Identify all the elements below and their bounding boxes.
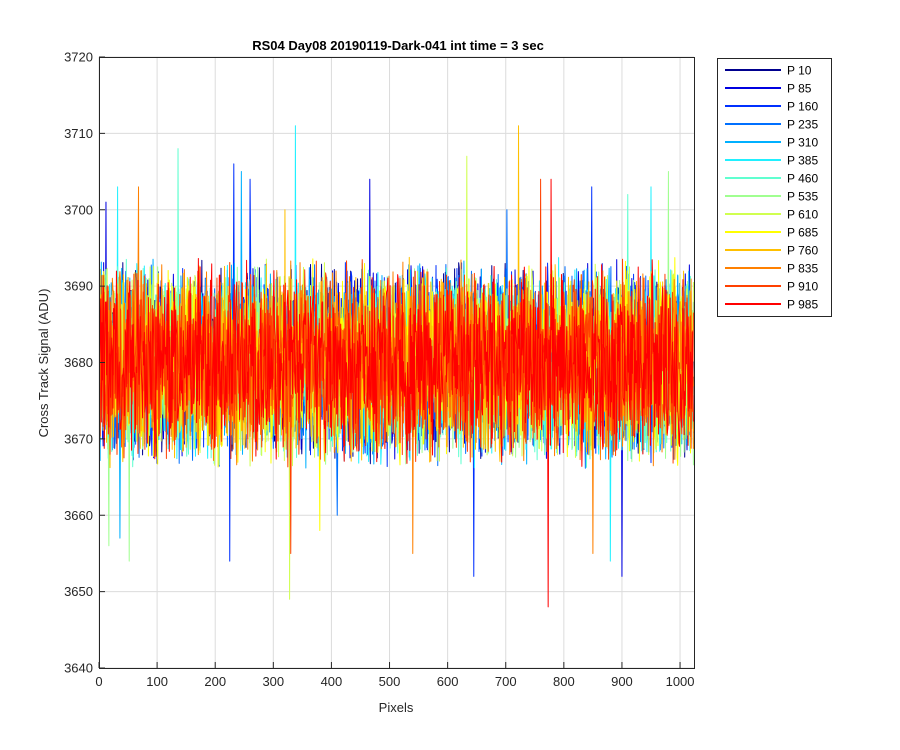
x-tick-label: 700 xyxy=(495,674,517,689)
x-tick-label: 400 xyxy=(321,674,343,689)
x-tick-label: 0 xyxy=(95,674,102,689)
legend-label: P 460 xyxy=(787,172,818,186)
y-tick-label: 3640 xyxy=(64,661,93,676)
legend-label: P 235 xyxy=(787,118,818,132)
y-tick-label: 3660 xyxy=(64,508,93,523)
legend-label: P 985 xyxy=(787,298,818,312)
series-line-p985 xyxy=(99,178,694,608)
legend-label: P 85 xyxy=(787,82,812,96)
series-group xyxy=(99,125,694,608)
x-tick-label: 200 xyxy=(204,674,226,689)
legend-label: P 385 xyxy=(787,154,818,168)
y-tick-label: 3700 xyxy=(64,202,93,217)
legend-label: P 310 xyxy=(787,136,818,150)
legend-label: P 910 xyxy=(787,280,818,294)
legend-label: P 610 xyxy=(787,208,818,222)
x-tick-label: 600 xyxy=(437,674,459,689)
x-tick-label: 900 xyxy=(611,674,633,689)
legend: P 10 P 85 P 160 P 235 P 310 P 385 P 460 P 535 P … xyxy=(717,58,832,317)
x-tick-label: 300 xyxy=(262,674,284,689)
y-tick-label: 3650 xyxy=(64,584,93,599)
legend-label: P 835 xyxy=(787,262,818,276)
legend-label: P 535 xyxy=(787,190,818,204)
legend-box xyxy=(717,58,832,317)
x-axis-ticks: 0 100 200 300 400 500 600 700 800 900 1000 xyxy=(95,662,695,689)
y-axis-label: Cross Track Signal (ADU) xyxy=(36,289,51,438)
chart-title: RS04 Day08 20190119-Dark-041 int time = … xyxy=(252,38,544,53)
x-tick-label: 1000 xyxy=(666,674,695,689)
x-tick-label: 100 xyxy=(146,674,168,689)
y-tick-label: 3680 xyxy=(64,355,93,370)
y-tick-label: 3670 xyxy=(64,431,93,446)
legend-label: P 760 xyxy=(787,244,818,258)
y-tick-label: 3720 xyxy=(64,50,93,65)
legend-label: P 10 xyxy=(787,64,812,78)
legend-label: P 685 xyxy=(787,226,818,240)
y-tick-label: 3710 xyxy=(64,126,93,141)
y-tick-label: 3690 xyxy=(64,279,93,294)
x-tick-label: 800 xyxy=(553,674,575,689)
legend-label: P 160 xyxy=(787,100,818,114)
x-tick-label: 500 xyxy=(379,674,401,689)
x-axis-label: Pixels xyxy=(379,700,414,715)
y-axis-ticks: 3640 3650 3660 3670 3680 3690 3700 3710 3720 xyxy=(64,50,105,676)
